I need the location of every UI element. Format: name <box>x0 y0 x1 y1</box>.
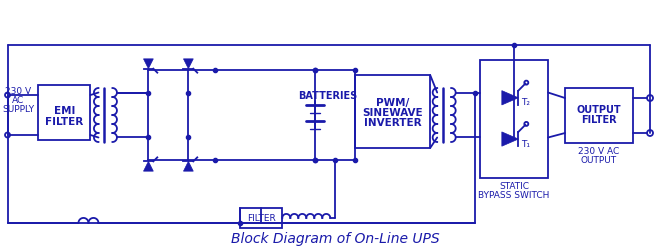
Text: T₁: T₁ <box>521 139 530 148</box>
Bar <box>565 89 633 144</box>
Polygon shape <box>143 162 153 172</box>
Text: STATIC: STATIC <box>499 182 529 191</box>
Bar <box>355 76 430 148</box>
Bar <box>480 61 548 178</box>
Text: EMI: EMI <box>54 106 75 116</box>
Text: T₂: T₂ <box>521 98 530 107</box>
Polygon shape <box>184 162 193 172</box>
Text: AC: AC <box>12 95 25 104</box>
Text: INVERTER: INVERTER <box>364 117 421 127</box>
Text: BATTERIES: BATTERIES <box>297 91 357 101</box>
Polygon shape <box>143 60 153 69</box>
Text: OUTPUT: OUTPUT <box>577 104 621 114</box>
Text: 230 V AC: 230 V AC <box>578 147 620 156</box>
Polygon shape <box>502 91 519 106</box>
Text: OUTPUT: OUTPUT <box>581 156 617 165</box>
Text: Block Diagram of On-Line UPS: Block Diagram of On-Line UPS <box>231 231 440 245</box>
Text: SUPPLY: SUPPLY <box>3 104 35 113</box>
Polygon shape <box>184 60 193 69</box>
Text: FILTER: FILTER <box>247 214 275 222</box>
Polygon shape <box>502 132 519 146</box>
Text: FILTER: FILTER <box>46 116 84 126</box>
Bar <box>241 208 282 228</box>
Text: FILTER: FILTER <box>582 114 617 124</box>
Text: BYPASS SWITCH: BYPASS SWITCH <box>478 191 550 200</box>
Text: PWM/: PWM/ <box>376 97 409 107</box>
Text: SINEWAVE: SINEWAVE <box>362 107 423 117</box>
Bar <box>38 86 90 140</box>
Text: 230 V: 230 V <box>5 86 31 95</box>
